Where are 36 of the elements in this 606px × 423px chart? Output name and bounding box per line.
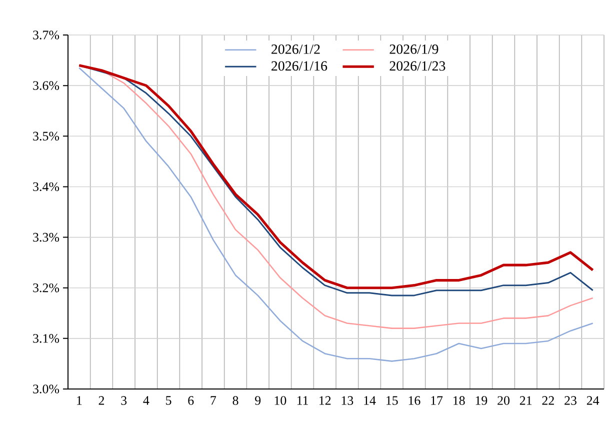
x-tick-label: 14 bbox=[364, 396, 376, 405]
x-tick-label: 21 bbox=[520, 396, 532, 405]
y-tick-label: 3.2% bbox=[33, 283, 60, 292]
y-tick-label: 3.1% bbox=[33, 334, 60, 343]
legend-label: 2026/1/2 bbox=[272, 44, 320, 54]
x-tick-label: 18 bbox=[454, 396, 465, 405]
legend-label: 2026/1/23 bbox=[390, 61, 446, 71]
x-tick-label: 5 bbox=[166, 396, 172, 405]
y-tick-label: 3.0% bbox=[33, 384, 60, 394]
legend-label: 2026/1/9 bbox=[390, 44, 438, 54]
x-tick-label: 3 bbox=[121, 396, 127, 405]
y-tick-label: 3.3% bbox=[33, 232, 60, 242]
x-tick-label: 22 bbox=[542, 396, 554, 405]
x-tick-label: 7 bbox=[210, 396, 216, 405]
x-tick-label: 9 bbox=[255, 396, 261, 405]
x-tick-label: 1 bbox=[77, 396, 82, 405]
x-tick-label: 24 bbox=[586, 396, 600, 405]
x-tick-label: 20 bbox=[498, 396, 510, 405]
x-tick-label: 19 bbox=[476, 396, 488, 405]
x-tick-label: 8 bbox=[232, 396, 238, 405]
y-tick-label: 3.6% bbox=[33, 81, 60, 90]
x-tick-label: 4 bbox=[143, 396, 150, 405]
y-tick-label: 3.7% bbox=[33, 30, 60, 40]
x-tick-label: 10 bbox=[274, 396, 286, 405]
x-tick-label: 11 bbox=[297, 396, 308, 405]
x-tick-label: 13 bbox=[342, 396, 354, 405]
x-tick-label: 15 bbox=[386, 396, 398, 405]
y-tick-label: 3.4% bbox=[33, 182, 60, 192]
x-tick-label: 6 bbox=[188, 396, 194, 405]
x-tick-label: 12 bbox=[320, 396, 331, 405]
x-tick-label: 23 bbox=[564, 396, 576, 405]
y-tick-label: 3.5% bbox=[33, 132, 60, 141]
legend-label: 2026/1/16 bbox=[272, 61, 328, 71]
x-tick-label: 16 bbox=[408, 396, 420, 405]
x-tick-label: 17 bbox=[431, 396, 443, 405]
x-tick-label: 2 bbox=[98, 396, 104, 405]
